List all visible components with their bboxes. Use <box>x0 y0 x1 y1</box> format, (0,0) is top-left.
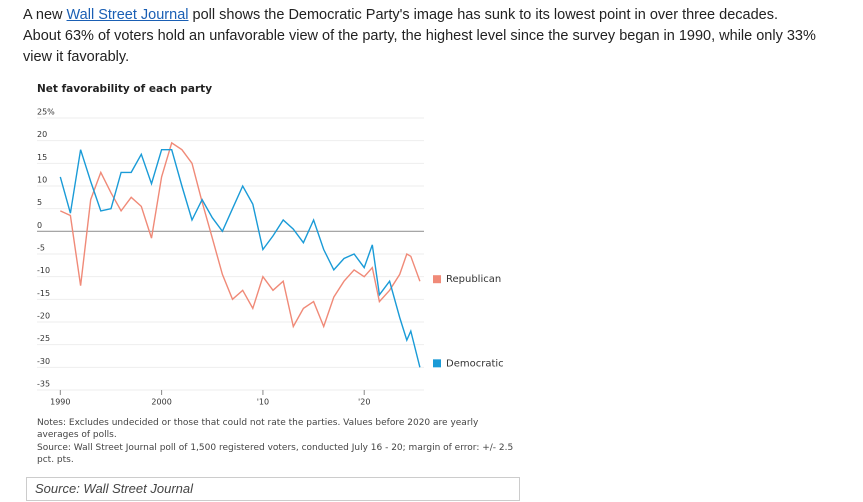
source-note: Source: Wall Street Journal poll of 1,50… <box>37 443 514 465</box>
intro-line: A new Wall Street Journal poll shows the… <box>23 5 816 26</box>
notes: Notes: Excludes undecided or those that … <box>37 417 517 467</box>
link[interactable]: Wall Street Journal <box>66 7 189 23</box>
legend-swatch <box>433 275 441 284</box>
text: poll shows the Democratic Party's image … <box>188 7 778 23</box>
y-tick-label: -20 <box>37 312 50 321</box>
intro-line: About 63% of voters hold an unfavorable … <box>23 28 816 44</box>
text: A new <box>23 7 67 23</box>
source-box: Source: Wall Street Journal <box>26 477 520 501</box>
chart: Net favorability of each party 25% 20 15 10… <box>37 83 504 407</box>
y-tick-label: -30 <box>37 357 50 366</box>
y-tick-label: -15 <box>37 289 50 298</box>
y-tick-label: 0 <box>37 221 42 230</box>
y-tick-label: 20 <box>37 130 47 139</box>
x-tick-label: '10 <box>257 398 269 407</box>
line <box>59 149 421 368</box>
y-tick-label: 10 <box>37 176 47 185</box>
x-tick-label: 2000 <box>151 398 171 407</box>
chart-title: Net favorability of each party <box>37 83 212 95</box>
legend-label: Republican <box>446 274 501 285</box>
note: Notes: Excludes undecided or those that … <box>37 418 479 440</box>
line <box>60 141 421 329</box>
legend-label: Democratic <box>446 358 504 369</box>
y-tick-label: 15 <box>37 153 47 162</box>
legend-swatch <box>433 359 441 368</box>
y-tick-label: -5 <box>37 244 45 253</box>
x-tick-label: 1990 <box>50 398 70 407</box>
y-tick-label: -25 <box>37 334 50 343</box>
y-tick-label: -35 <box>37 380 50 389</box>
y-tick-label: 5 <box>37 198 42 207</box>
intro: A new Wall Street Journal poll shows the… <box>23 5 816 68</box>
y-tick-label: 25% <box>37 108 55 117</box>
y-tick-label: -10 <box>37 266 50 275</box>
x-tick-label: '20 <box>358 398 370 407</box>
intro-line: view it favorably. <box>23 49 130 65</box>
